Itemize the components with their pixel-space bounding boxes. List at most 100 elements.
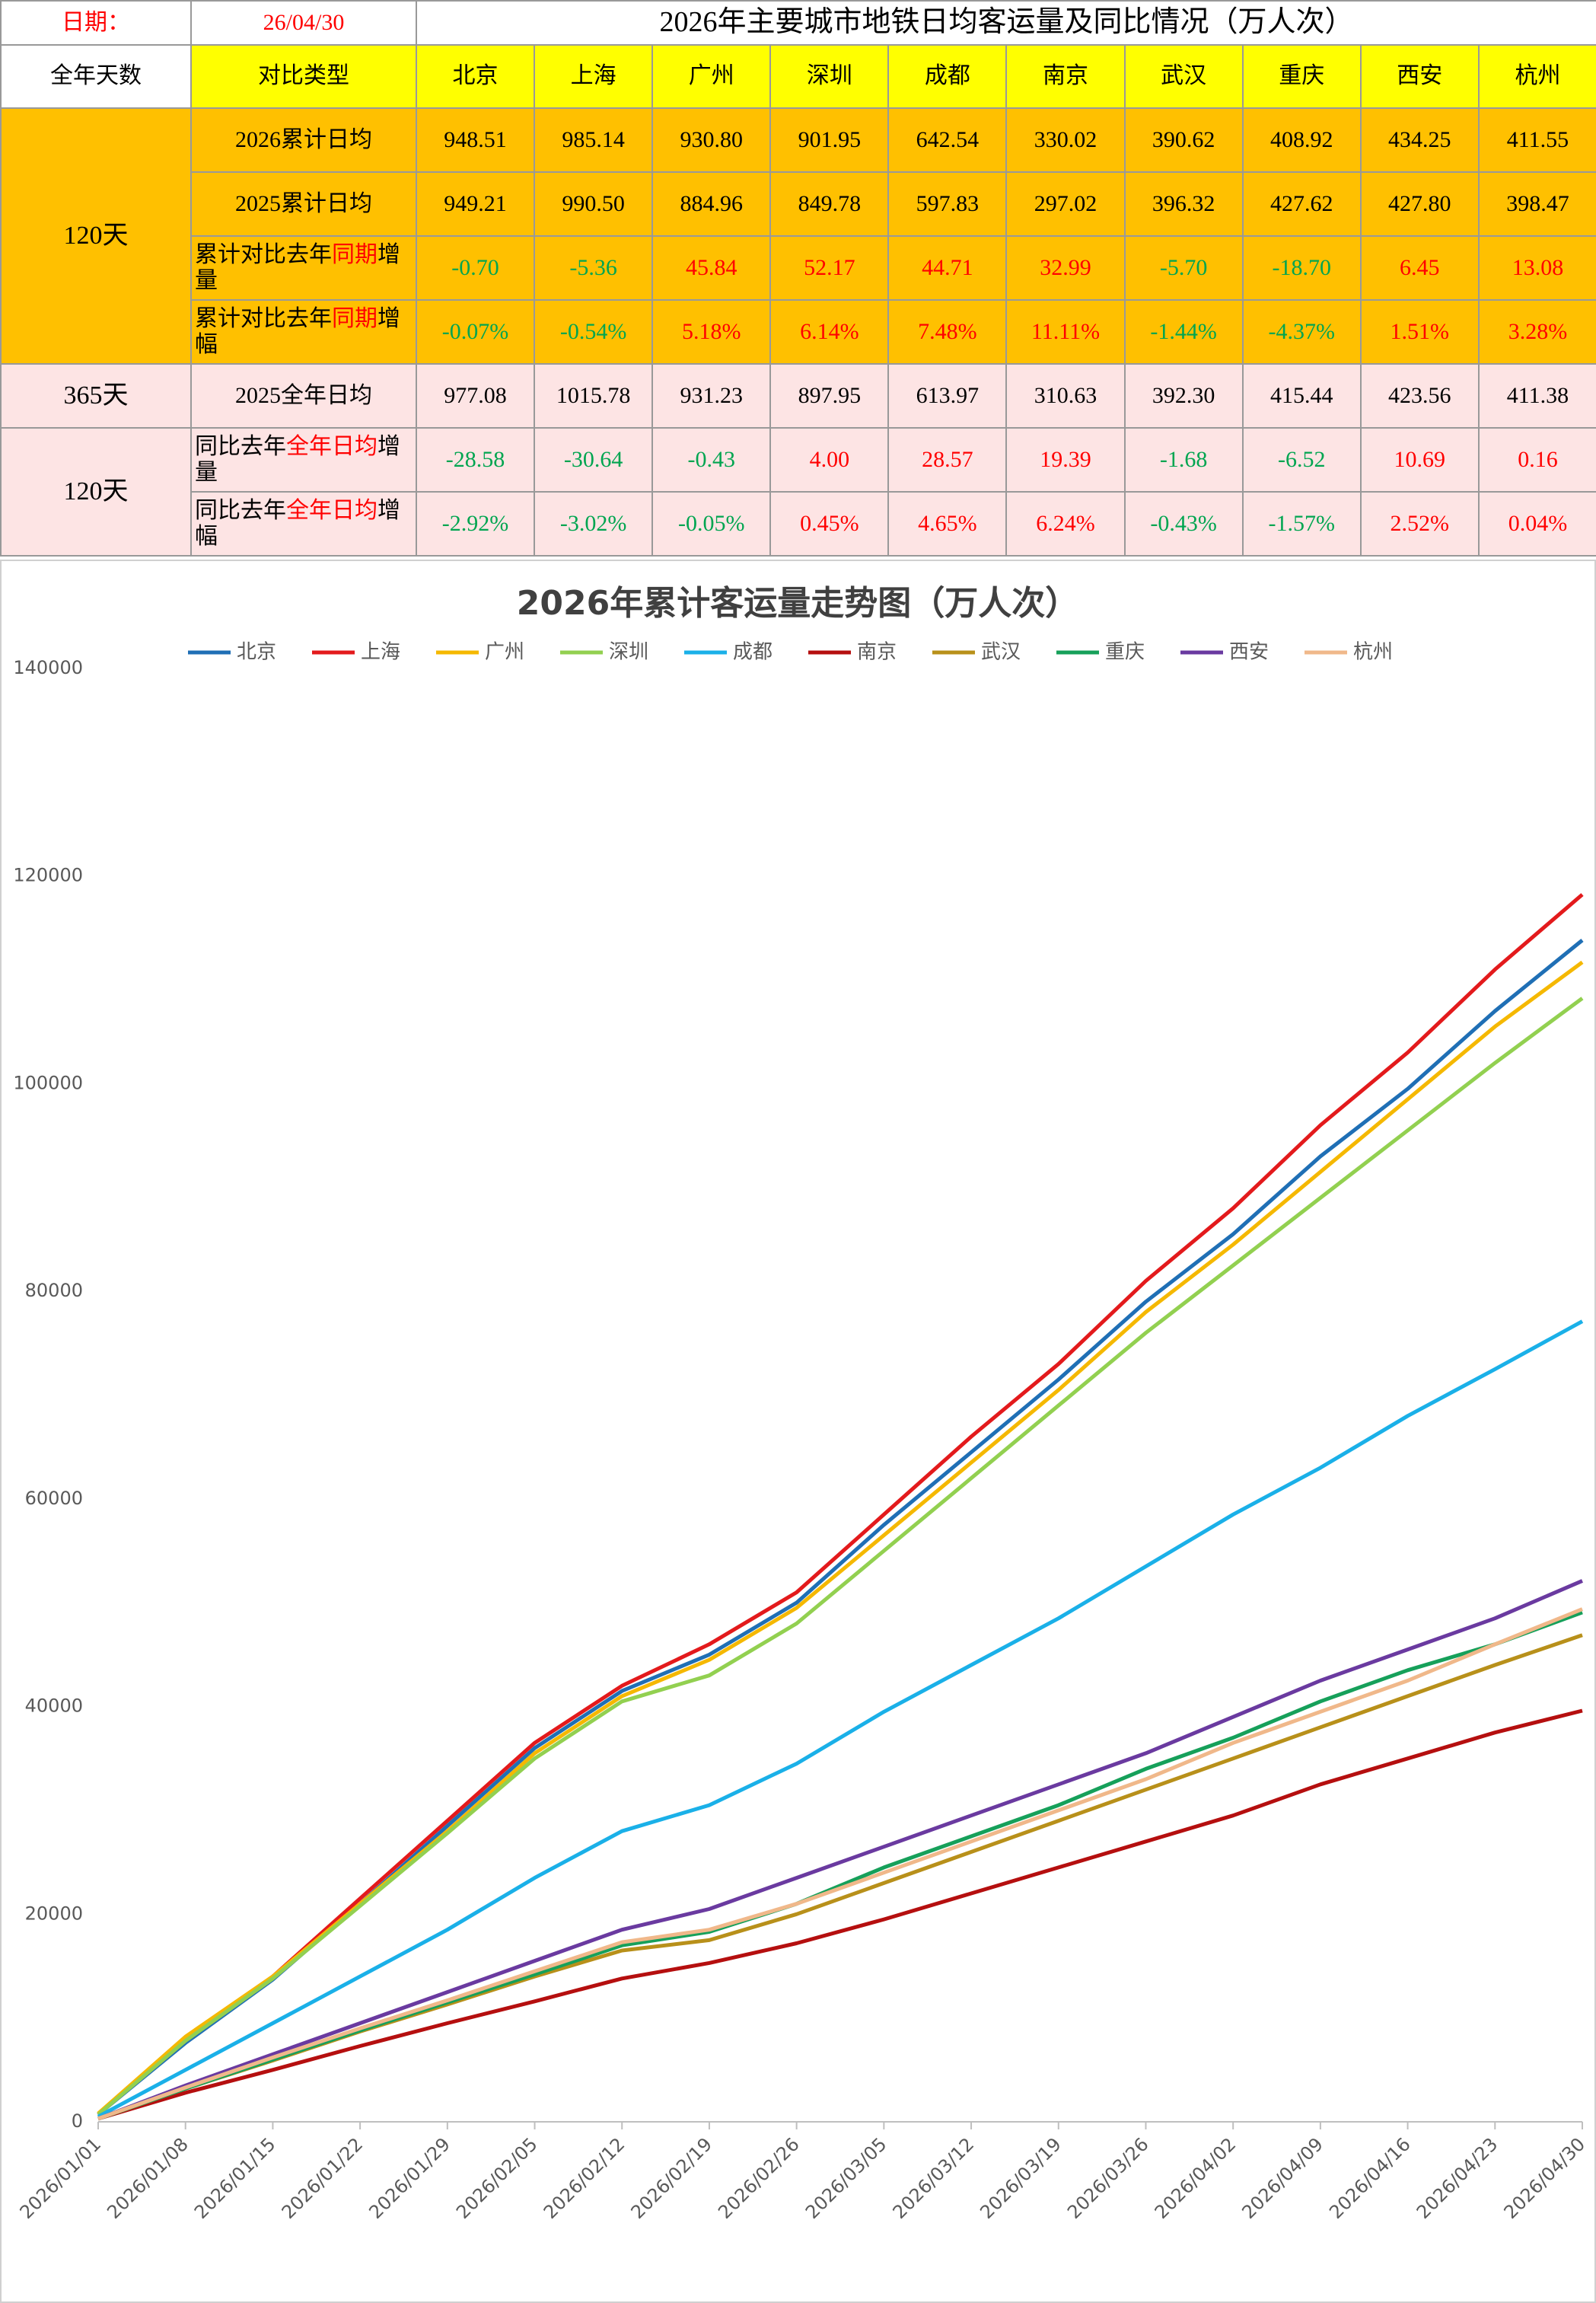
cell-value: 1.51% xyxy=(1359,299,1480,365)
date-label: 日期： xyxy=(0,0,192,46)
data-row: 累计对比去年同期增量 -0.70 -5.36 45.84 52.17 44.71 32.99… xyxy=(1,235,1596,301)
group-label: 120天 xyxy=(0,427,192,557)
data-row: 同比去年全年日均增幅 -2.92% -3.02% -0.05% 0.45% 4.65% 6.… xyxy=(1,491,1596,557)
legend-label: 上海 xyxy=(361,641,400,664)
cell-value: 423.56 xyxy=(1359,363,1480,429)
cell-value: -5.36 xyxy=(534,235,654,301)
y-tick-label: 80000 xyxy=(25,1280,83,1301)
header-days: 全年天数 xyxy=(0,44,192,109)
cell-value: 4.00 xyxy=(769,427,890,493)
row-type: 同比去年全年日均增量 xyxy=(190,427,417,493)
header-city: 广州 xyxy=(651,44,772,109)
cell-value: 1015.78 xyxy=(534,363,654,429)
cell-value: -0.43% xyxy=(1123,491,1244,557)
y-tick-label: 20000 xyxy=(25,1903,83,1924)
cell-value: 6.14% xyxy=(769,299,890,365)
cell-value: -30.64 xyxy=(534,427,654,493)
y-tick-label: 60000 xyxy=(25,1488,83,1509)
legend-label: 南京 xyxy=(857,641,897,664)
series-line xyxy=(97,1610,1583,2121)
cell-value: 13.08 xyxy=(1477,235,1596,301)
cell-value: -5.70 xyxy=(1123,235,1244,301)
legend-label: 重庆 xyxy=(1105,641,1145,664)
row-type-part: 增量 xyxy=(195,241,400,294)
row-type: 2026累计日均 xyxy=(190,107,417,173)
cell-value: 977.08 xyxy=(415,363,536,429)
cell-value: 931.23 xyxy=(651,363,772,429)
cell-value: 396.32 xyxy=(1123,171,1244,237)
cell-value: -28.58 xyxy=(415,427,536,493)
cell-value: 0.16 xyxy=(1477,427,1596,493)
cell-value: -18.70 xyxy=(1241,235,1362,301)
cell-value: -1.57% xyxy=(1241,491,1362,557)
cell-value: 408.92 xyxy=(1241,107,1362,173)
chart-frame xyxy=(0,560,1596,2303)
cell-value: 0.04% xyxy=(1477,491,1596,557)
row-type-part: 同比去年 xyxy=(195,433,286,459)
row-type: 累计对比去年同期增幅 xyxy=(190,299,417,365)
group-label: 120天 xyxy=(0,107,192,365)
legend-label: 西安 xyxy=(1229,641,1269,664)
row-type-part: 全年日均 xyxy=(286,497,377,523)
y-tick-label: 120000 xyxy=(13,865,83,886)
cell-value: -1.68 xyxy=(1123,427,1244,493)
row-type: 累计对比去年同期增量 xyxy=(190,235,417,301)
cell-value: -4.37% xyxy=(1241,299,1362,365)
cell-value: 597.83 xyxy=(887,171,1008,237)
cell-value: -0.43 xyxy=(651,427,772,493)
header-city: 南京 xyxy=(1005,44,1126,109)
row-type-part: 同比去年 xyxy=(195,497,286,523)
cell-value: 3.28% xyxy=(1477,299,1596,365)
cell-value: 897.95 xyxy=(769,363,890,429)
title-row: 日期： 26/04/30 2026年主要城市地铁日均客运量及同比情况（万人次） xyxy=(0,0,1596,46)
series-line xyxy=(97,893,1584,2116)
cell-value: 434.25 xyxy=(1359,107,1480,173)
legend-label: 北京 xyxy=(237,641,276,664)
cell-value: 0.45% xyxy=(769,491,890,557)
cell-value: 415.44 xyxy=(1241,363,1362,429)
date: 26/04/30 xyxy=(190,0,417,46)
header-type: 对比类型 xyxy=(190,44,417,109)
legend-label: 武汉 xyxy=(981,641,1021,664)
data-row: 2025累计日均 949.21 990.50 884.96 849.78 597.83 29… xyxy=(1,171,1596,237)
cell-value: 7.48% xyxy=(887,299,1008,365)
chart: 2026年累计客运量走势图（万人次） 0 20000 40000 60000 80000… xyxy=(0,560,1596,2303)
cell-value: 11.11% xyxy=(1005,299,1126,365)
row-type: 2025累计日均 xyxy=(190,171,417,237)
y-tick-label: 40000 xyxy=(25,1695,83,1717)
header-city: 杭州 xyxy=(1477,44,1596,109)
cell-value: 427.80 xyxy=(1359,171,1480,237)
cell-value: 985.14 xyxy=(534,107,654,173)
cell-value: 5.18% xyxy=(651,299,772,365)
cell-value: 948.51 xyxy=(415,107,536,173)
row-type-part: 增量 xyxy=(195,433,400,486)
cell-value: 6.24% xyxy=(1005,491,1126,557)
cell-value: 52.17 xyxy=(769,235,890,301)
cell-value: 44.71 xyxy=(887,235,1008,301)
data-row: 120天 同比去年全年日均增量 -28.58 -30.64 -0.43 4.00 28.57… xyxy=(0,427,1596,557)
cell-value: 45.84 xyxy=(651,235,772,301)
row-type-part: 2026累计日均 xyxy=(235,126,372,152)
cell-value: 32.99 xyxy=(1005,235,1126,301)
cell-value: 411.55 xyxy=(1477,107,1596,173)
series-line xyxy=(97,1708,1583,2121)
header-city: 成都 xyxy=(887,44,1008,109)
data-row: 累计对比去年同期增幅 -0.07% -0.54% 5.18% 6.14% 7.48% 11.… xyxy=(1,299,1596,365)
header-city: 深圳 xyxy=(769,44,890,109)
legend-label: 广州 xyxy=(485,641,524,664)
cell-value: 398.47 xyxy=(1477,171,1596,237)
cell-value: 849.78 xyxy=(769,171,890,237)
cell-value: 613.97 xyxy=(887,363,1008,429)
cell-value: -2.92% xyxy=(415,491,536,557)
data-row: 365天 2025全年日均 977.08 1015.78 931.23 897.95 613… xyxy=(0,363,1596,429)
row-type-part: 全年日均 xyxy=(286,433,377,459)
summary-table: 日期： 26/04/30 2026年主要城市地铁日均客运量及同比情况（万人次） 全年天… xyxy=(0,0,1596,557)
cell-value: 930.80 xyxy=(651,107,772,173)
header-city: 上海 xyxy=(534,44,654,109)
series-line xyxy=(97,1579,1583,2121)
cell-value: 411.38 xyxy=(1477,363,1596,429)
header-city: 武汉 xyxy=(1123,44,1244,109)
cell-value: -0.05% xyxy=(651,491,772,557)
